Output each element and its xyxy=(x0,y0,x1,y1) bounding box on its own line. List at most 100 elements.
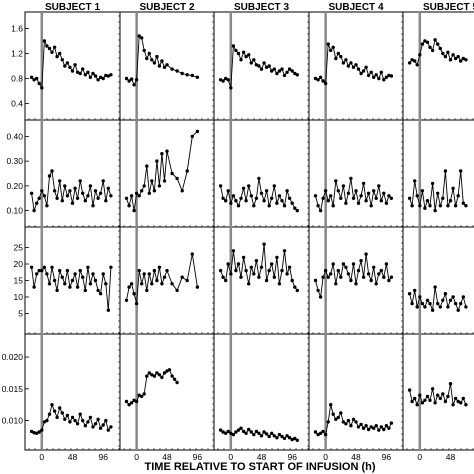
data-point xyxy=(275,71,279,76)
data-point xyxy=(275,436,279,440)
data-point xyxy=(456,308,460,312)
panel-frame xyxy=(308,119,404,228)
data-point xyxy=(341,61,346,65)
data-point xyxy=(384,201,389,205)
data-point xyxy=(456,54,460,59)
data-point xyxy=(167,368,172,372)
data-point xyxy=(221,430,225,434)
data-point xyxy=(425,199,430,203)
data-point xyxy=(433,208,437,213)
data-point xyxy=(331,45,335,49)
data-point xyxy=(180,189,184,193)
data-point xyxy=(379,70,383,75)
subject-title: SUBJECT 4 xyxy=(328,2,383,13)
data-point xyxy=(127,285,131,289)
data-point xyxy=(441,392,445,396)
data-point xyxy=(346,418,351,423)
data-point xyxy=(318,75,323,80)
data-point xyxy=(285,434,289,438)
data-point xyxy=(45,204,49,208)
data-point xyxy=(270,69,274,73)
data-point xyxy=(231,44,236,48)
data-point xyxy=(249,61,253,65)
data-point xyxy=(37,430,41,434)
data-point xyxy=(47,282,52,286)
data-point xyxy=(104,418,108,423)
data-point xyxy=(379,425,383,429)
data-point xyxy=(224,431,228,435)
data-point xyxy=(334,56,338,61)
data-point xyxy=(341,184,346,188)
data-point xyxy=(37,196,41,200)
data-point xyxy=(75,422,80,426)
data-point xyxy=(277,282,282,286)
data-point xyxy=(142,272,146,276)
data-point xyxy=(272,434,276,438)
data-point xyxy=(418,393,422,397)
data-point xyxy=(155,371,159,375)
data-point xyxy=(229,272,233,276)
data-point xyxy=(106,308,111,312)
data-point xyxy=(63,184,67,188)
data-point xyxy=(63,282,67,286)
data-point xyxy=(35,431,39,435)
data-point xyxy=(321,429,325,434)
data-point xyxy=(32,431,36,435)
data-point xyxy=(428,204,432,208)
data-point xyxy=(127,204,131,208)
data-point xyxy=(438,46,442,51)
data-point xyxy=(464,58,468,62)
data-point xyxy=(441,298,445,302)
data-point xyxy=(239,58,243,62)
data-point xyxy=(190,134,194,139)
data-point xyxy=(170,67,174,71)
x-tick-label: 0 xyxy=(228,452,233,462)
data-point xyxy=(29,75,34,80)
data-point xyxy=(175,380,179,385)
data-point xyxy=(339,54,343,59)
data-point xyxy=(272,67,276,71)
data-point xyxy=(195,75,200,80)
data-point xyxy=(152,189,157,193)
data-point xyxy=(160,152,164,156)
data-point xyxy=(145,164,149,168)
data-point xyxy=(287,436,292,440)
data-point xyxy=(341,420,346,424)
data-point xyxy=(287,265,292,269)
y-tick-label: 0.015 xyxy=(2,384,24,394)
data-point xyxy=(461,396,465,401)
x-tick-label: 48 xyxy=(351,452,361,462)
data-point xyxy=(32,78,36,82)
data-point xyxy=(366,427,371,432)
data-point xyxy=(150,373,154,377)
panel-frame xyxy=(402,119,474,228)
panel-frame xyxy=(402,333,474,451)
data-point xyxy=(160,282,164,286)
data-point xyxy=(254,196,259,200)
data-point xyxy=(137,268,141,273)
data-point xyxy=(313,76,318,81)
data-point xyxy=(60,58,64,62)
data-point xyxy=(277,69,282,73)
data-point xyxy=(336,189,340,193)
data-point xyxy=(262,199,266,203)
data-point xyxy=(285,70,289,75)
data-point xyxy=(129,194,134,198)
data-point xyxy=(326,420,330,424)
data-point xyxy=(75,70,80,75)
data-point xyxy=(349,61,353,65)
data-point xyxy=(226,78,230,82)
data-point xyxy=(334,179,338,183)
data-point xyxy=(372,75,376,80)
data-point xyxy=(65,194,70,198)
data-point xyxy=(351,262,356,266)
data-point xyxy=(448,298,453,302)
data-point xyxy=(379,268,383,273)
data-point xyxy=(441,51,445,56)
data-point xyxy=(369,70,373,75)
data-point xyxy=(157,373,162,377)
data-point xyxy=(410,204,414,208)
data-point xyxy=(58,179,62,183)
data-point xyxy=(262,242,266,246)
